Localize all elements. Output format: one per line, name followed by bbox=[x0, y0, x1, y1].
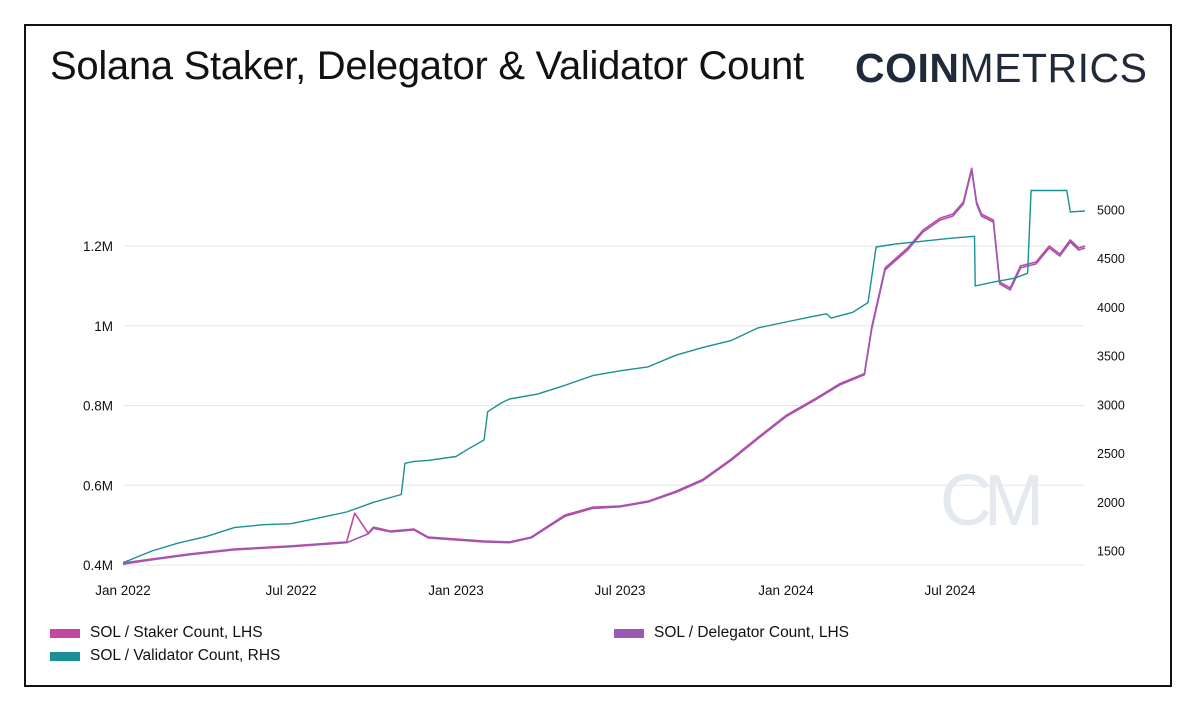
logo-light-text: METRICS bbox=[959, 45, 1148, 91]
left-axis-tick-label: 1M bbox=[94, 319, 113, 334]
x-axis-tick-label: Jul 2023 bbox=[594, 583, 645, 598]
x-axis-tick-label: Jan 2023 bbox=[428, 583, 484, 598]
x-axis-tick-label: Jul 2024 bbox=[924, 583, 976, 598]
right-axis-tick-label: 3500 bbox=[1097, 350, 1125, 364]
left-axis-tick-label: 0.6M bbox=[83, 478, 113, 493]
x-axis-tick-label: Jan 2024 bbox=[758, 583, 814, 598]
logo-bold-text: COIN bbox=[855, 45, 960, 91]
right-axis-tick-label: 5000 bbox=[1097, 204, 1125, 218]
left-axis-tick-label: 0.8M bbox=[83, 399, 113, 414]
legend-swatch-staker bbox=[50, 628, 80, 638]
legend-item-delegator[interactable]: SOL / Delegator Count, LHS bbox=[614, 624, 849, 642]
coinmetrics-logo: COINMETRICS bbox=[855, 46, 1148, 90]
legend-swatch-delegator bbox=[614, 628, 644, 638]
legend-label-delegator: SOL / Delegator Count, LHS bbox=[654, 624, 849, 641]
legend-label-validator: SOL / Validator Count, RHS bbox=[90, 647, 281, 664]
series-line-delegator bbox=[122, 169, 1086, 565]
chart-frame bbox=[24, 24, 1172, 687]
left-axis-tick-label: 0.4M bbox=[83, 558, 113, 573]
legend-swatch-validator bbox=[50, 651, 80, 661]
right-axis-tick-label: 4500 bbox=[1097, 252, 1125, 266]
legend-item-staker[interactable]: SOL / Staker Count, LHS bbox=[50, 624, 263, 642]
right-axis-tick-label: 2000 bbox=[1097, 496, 1125, 510]
right-axis-tick-label: 1500 bbox=[1097, 545, 1125, 559]
legend-item-validator[interactable]: SOL / Validator Count, RHS bbox=[50, 647, 280, 665]
x-axis-tick-label: Jul 2022 bbox=[265, 583, 316, 598]
series-line-validator bbox=[122, 189, 1086, 564]
right-axis-tick-label: 4000 bbox=[1097, 301, 1125, 315]
right-axis-tick-label: 3000 bbox=[1097, 398, 1125, 412]
left-axis-tick-label: 1.2M bbox=[83, 239, 113, 254]
x-axis-tick-label: Jan 2022 bbox=[95, 583, 151, 598]
chart-title: Solana Staker, Delegator & Validator Cou… bbox=[50, 44, 804, 88]
watermark-logo: CM bbox=[940, 461, 1039, 541]
right-axis-tick-label: 2500 bbox=[1097, 447, 1125, 461]
legend-label-staker: SOL / Staker Count, LHS bbox=[90, 624, 263, 641]
